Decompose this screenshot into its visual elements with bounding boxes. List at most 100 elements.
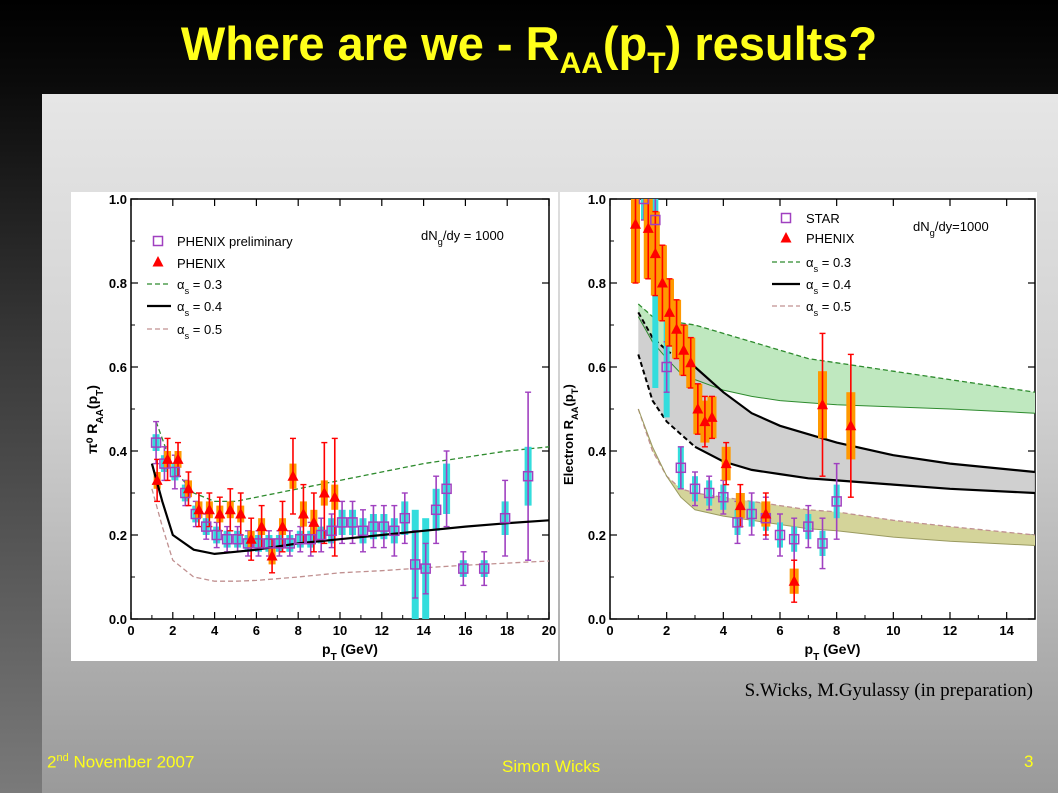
pi0-curve-alpha-0.5 [151, 488, 549, 582]
pi0-phenix-marker [256, 520, 268, 532]
pi0-xtick-label: 20 [542, 623, 556, 638]
pi0-prelim-marker [295, 533, 306, 545]
pi0-legend-a05-label: αs = 0.5 [177, 322, 222, 341]
pi0-prelim-marker [522, 470, 534, 482]
electron-legend-star-marker [780, 212, 792, 224]
pi0-prelim-marker [274, 538, 285, 549]
electron-band-alpha-0.4 [638, 312, 1035, 493]
electron-star-marker [732, 517, 743, 528]
electron-xtick-label: 0 [606, 623, 613, 638]
pi0-prelim-marker [368, 521, 379, 532]
pi0-raa-plot: 0 2 4 6 8 10 12 14 16 18 20 0.0 0.2 0.4 0.6 0.8 1.0 pT (G… [71, 192, 558, 661]
electron-xtick-label: 2 [663, 623, 670, 638]
pi0-prelim-marker [284, 538, 296, 549]
pi0-prelim-marker [263, 538, 275, 549]
electron-phenix-marker [664, 306, 675, 317]
pi0-prelim-marker [326, 525, 337, 537]
electron-phenix-marker [720, 457, 732, 469]
pi0-phenix-marker [182, 482, 194, 494]
electron-ytick-label: 0.6 [588, 360, 606, 375]
pi0-prelim-marker [430, 504, 442, 516]
electron-raa-chart: 0 2 4 6 8 10 12 14 0.0 0.2 0.4 0.6 0.8 1.0 pT (GeV) Ele… [561, 192, 1036, 661]
electron-curve-alpha-0.4-lower [694, 445, 1035, 495]
electron-band-alpha-0.3 [638, 304, 1035, 414]
pi0-prelim-marker [399, 512, 411, 524]
electron-phenix-marker [734, 499, 746, 511]
pi0-prelim-marker [336, 517, 348, 528]
pi0-prelim-marker [499, 512, 511, 524]
electron-annotation: dNg/dy=1000 [913, 219, 989, 238]
pi0-phenix-marker [287, 470, 299, 481]
pi0-phenix-marker [151, 474, 163, 485]
electron-phenix-marker [788, 575, 800, 586]
electron-phenix-marker [685, 356, 697, 368]
pi0-phenix-marker [162, 453, 174, 464]
electron-curve-alpha-0.4-upper-dashed [637, 311, 696, 368]
pi0-ytick-label: 1.0 [109, 192, 127, 207]
pi0-legend-phenix-label: PHENIX [177, 256, 226, 271]
electron-xlabel: pT (GeV) [805, 641, 861, 661]
pi0-phenix-marker [318, 487, 330, 498]
electron-curve-alpha-0.4-lower-dashed [637, 354, 696, 448]
electron-star-marker [774, 529, 786, 541]
pi0-prelim-marker [378, 521, 390, 532]
electron-xtick-label: 6 [776, 623, 783, 638]
pi0-phenix-marker [214, 508, 226, 519]
pi0-ytick-label: 0.4 [109, 444, 128, 459]
pi0-xtick-label: 6 [253, 623, 260, 638]
electron-phenix-marker [845, 419, 857, 431]
pi0-xtick-label: 4 [211, 623, 219, 638]
electron-star-marker [650, 214, 661, 226]
pi0-prelim-marker [315, 529, 327, 541]
electron-axes: 0 2 4 6 8 10 12 14 0.0 0.2 0.4 0.6 0.8 1.0 pT (GeV) [588, 192, 1036, 661]
footer-author: Simon Wicks [502, 757, 601, 776]
electron-ylabel: Electron RAA(pT) [561, 384, 580, 485]
pi0-xtick-label: 10 [333, 623, 347, 638]
pi0-annotation: dNg/dy = 1000 [421, 228, 504, 247]
pi0-phenix-marker [224, 503, 236, 515]
pi0-curve-alpha-0.3 [155, 421, 549, 503]
pi0-prelim-marker [357, 525, 369, 537]
pi0-prelim-marker [347, 517, 358, 528]
electron-xtick-label: 8 [833, 623, 840, 638]
electron-star-marker [803, 521, 814, 532]
pi0-ytick-label: 0.2 [109, 528, 127, 543]
footer-date: 2nd November 2007 [47, 752, 195, 772]
pi0-legend-a03-label: αs = 0.3 [177, 277, 222, 296]
electron-star-marker [689, 483, 701, 495]
pi0-prelim-marker [200, 521, 212, 532]
pi0-xtick-label: 8 [295, 623, 302, 638]
pi0-phenix-marker [235, 508, 247, 519]
pi0-prelim-marker [389, 525, 400, 537]
pi0-xtick-label: 12 [375, 623, 389, 638]
pi0-curve-alpha-0.4 [150, 463, 549, 556]
pi0-xtick-label: 16 [458, 623, 472, 638]
pi0-phenix-marker [193, 503, 205, 515]
pi0-phenix-marker [329, 491, 341, 502]
electron-phenix-marker [642, 222, 654, 233]
pi0-legend-prelim-label: PHENIX preliminary [177, 234, 293, 249]
electron-star-marker [675, 462, 687, 474]
pi0-ytick-label: 0.6 [109, 360, 127, 375]
electron-star-marker [831, 496, 842, 507]
electron-phenix-marker [760, 508, 772, 519]
electron-phenix-marker [649, 247, 661, 259]
pi0-phenix-marker [297, 508, 309, 519]
electron-phenix-marker [692, 403, 704, 414]
electron-phenix-marker [817, 398, 828, 410]
pi0-ytick-label: 0.0 [109, 612, 127, 627]
pi0-prelim-marker [420, 563, 431, 574]
pi0-prelim-marker [409, 559, 421, 570]
electron-raa-plot: 0 2 4 6 8 10 12 14 0.0 0.2 0.4 0.6 0.8 1.0 pT (GeV) Ele… [560, 192, 1037, 661]
electron-legend-a03-label: αs = 0.3 [806, 255, 851, 274]
pi0-phenix-marker [245, 533, 257, 544]
pi0-prelim-marker [478, 563, 490, 574]
electron-star-marker [817, 538, 828, 549]
electron-legend-star-label: STAR [806, 211, 840, 226]
electron-phenix-marker [706, 411, 718, 422]
electron-star-marker [788, 533, 800, 545]
electron-star-marker [746, 508, 757, 520]
electron-curve-alpha-0.4-upper [694, 366, 1035, 474]
electron-star-marker [718, 491, 729, 503]
citation: S.Wicks, M.Gyulassy (in preparation) [744, 680, 1033, 701]
